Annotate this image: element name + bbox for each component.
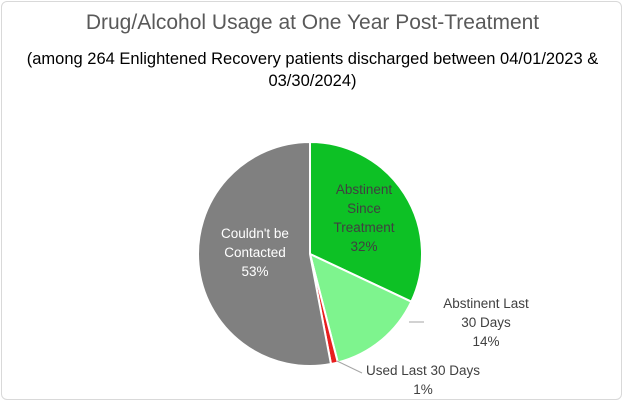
leader-lines [336, 321, 424, 374]
slice-label-line: Abstinent Last [443, 296, 529, 311]
slice-label-line: 14% [472, 334, 499, 349]
slice-label-line: 1% [413, 382, 433, 397]
chart-subtitle-line-2: 03/30/2024) [268, 72, 357, 90]
pie-slice-abstinent-last-30-days[interactable] [308, 252, 413, 364]
chart-title: Drug/Alcohol Usage at One Year Post-Trea… [85, 11, 540, 34]
pie-slice-couldn-t-be-contacted[interactable] [197, 140, 333, 367]
chart-subtitle-line-1: (among 264 Enlightened Recovery patients… [26, 50, 599, 68]
chart-subtitle: (among 264 Enlightened Recovery patients… [0, 48, 625, 92]
pie-slices [197, 140, 423, 367]
slice-label-line: 32% [350, 239, 377, 254]
slice-label-line: Treatment [333, 220, 394, 235]
slice-label-abstinent-last-30-days: Abstinent Last 30 Days 14% [443, 296, 529, 349]
slice-label-line: Since [347, 201, 381, 216]
slice-label-line: Contacted [224, 245, 286, 260]
slice-labels: Abstinent Since Treatment 32% Abstinent Last… [221, 182, 529, 397]
leader-line [336, 360, 363, 374]
slice-label-used-last-30-days: Used Last 30 Days 1% [366, 363, 480, 397]
slice-label-couldn-t-be-contacted: Couldn't be Contacted 53% [221, 226, 289, 279]
slice-label-line: Used Last 30 Days [366, 363, 480, 378]
slice-label-abstinent-since-treatment: Abstinent Since Treatment 32% [333, 182, 394, 254]
slice-label-line: Abstinent [336, 182, 393, 197]
slice-label-line: 53% [241, 264, 268, 279]
pie-slice-abstinent-since-treatment[interactable] [309, 140, 423, 304]
slice-label-line: Couldn't be [221, 226, 289, 241]
slice-label-line: 30 Days [461, 315, 511, 330]
